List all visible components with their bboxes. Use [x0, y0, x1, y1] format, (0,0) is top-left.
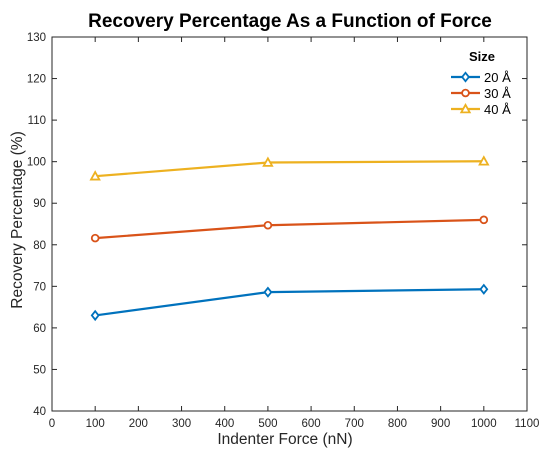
x-tick-label: 700: [345, 418, 364, 430]
data-point: [479, 215, 489, 225]
legend-item: 40 Å: [451, 102, 511, 117]
legend-title: Size: [469, 49, 495, 64]
x-tick-label: 0: [49, 418, 55, 430]
legend-label: 40 Å: [484, 102, 511, 117]
data-point: [90, 233, 100, 243]
x-tick-label: 600: [301, 418, 320, 430]
x-tick-label: 900: [431, 418, 450, 430]
legend-item: 30 Å: [451, 86, 511, 101]
x-tick-label: 200: [129, 418, 148, 430]
legend: Size 20 Å30 Å40 Å: [451, 49, 511, 117]
y-tick-label: 70: [33, 281, 46, 293]
y-tick-label: 40: [33, 406, 46, 418]
data-point: [479, 283, 489, 295]
y-tick-label: 120: [27, 74, 46, 86]
data-point: [90, 309, 100, 322]
series-3: [89, 155, 490, 181]
x-tick-label: 1000: [471, 418, 497, 430]
y-tick-label: 130: [27, 32, 46, 44]
y-tick-label: 80: [33, 240, 46, 252]
data-point: [263, 286, 273, 298]
x-tick-label: 1100: [515, 418, 540, 430]
x-axis-label: Indenter Force (nN): [217, 431, 352, 448]
legend-item: 20 Å: [451, 70, 511, 85]
x-tick-label: 400: [215, 418, 234, 430]
legend-label: 30 Å: [484, 86, 511, 101]
y-tick-label: 100: [27, 157, 46, 169]
series-2: [90, 215, 489, 243]
data-point: [478, 155, 490, 166]
legend-marker: [459, 102, 472, 114]
chart-title: Recovery Percentage As a Function of For…: [88, 11, 492, 32]
x-tick-label: 800: [388, 418, 407, 430]
y-axis-label: Recovery Percentage (%): [9, 131, 26, 308]
data-point: [263, 220, 273, 230]
y-tick-label: 50: [33, 364, 46, 376]
y-axis: 40 50 60 70 80 90 100 110 120 130: [27, 32, 527, 418]
legend-marker: [460, 71, 471, 83]
y-tick-label: 110: [28, 115, 46, 127]
x-tick-label: 500: [258, 418, 277, 430]
series-layer: [89, 155, 490, 322]
data-point: [262, 156, 274, 167]
y-tick-label: 60: [33, 323, 46, 335]
x-axis: 0 100 200 300 400 500 600 700 800 900 1000 1100: [49, 37, 540, 430]
legend-label: 20 Å: [484, 70, 511, 85]
y-tick-label: 90: [33, 198, 46, 210]
legend-marker: [461, 88, 470, 98]
data-point: [89, 170, 101, 181]
x-tick-label: 300: [172, 418, 191, 430]
x-tick-label: 100: [86, 418, 105, 430]
series-1: [90, 283, 489, 322]
